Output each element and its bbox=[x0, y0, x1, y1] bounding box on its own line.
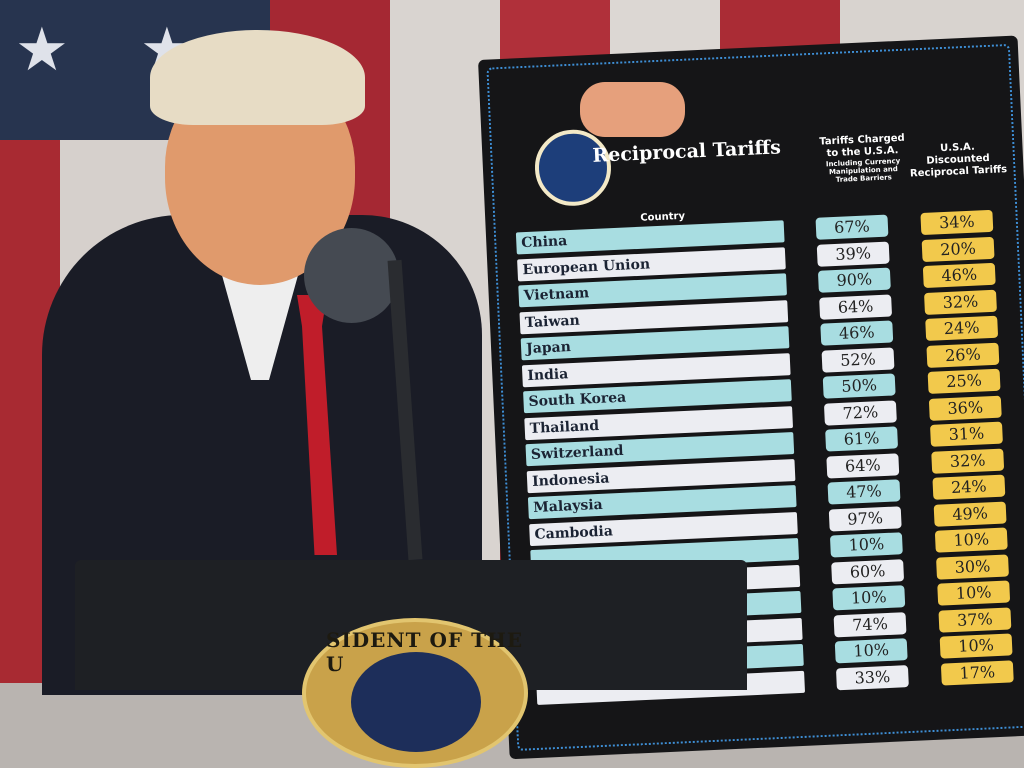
tariff-charged: 52% bbox=[821, 346, 895, 373]
tariff-discounted: 46% bbox=[922, 262, 996, 289]
header-country: Country bbox=[640, 210, 686, 224]
tariff-charged: 67% bbox=[815, 214, 889, 240]
seal-center bbox=[351, 652, 481, 752]
header-tariffs-charged: Tariffs Charged to the U.S.A. Including … bbox=[817, 133, 909, 185]
tariff-charged: 10% bbox=[834, 638, 908, 664]
speaker-hair bbox=[150, 30, 365, 125]
tariff-discounted: 10% bbox=[937, 580, 1011, 606]
table-row: Japan 46% 24% bbox=[520, 315, 999, 362]
header-text: Tariffs Charged to the U.S.A. bbox=[819, 132, 905, 160]
tariff-charged: 64% bbox=[819, 294, 893, 320]
tariff-discounted: 17% bbox=[940, 659, 1014, 686]
tariff-discounted: 49% bbox=[933, 501, 1007, 527]
tariff-charged: 64% bbox=[826, 452, 900, 479]
header-discounted: U.S.A. Discounted Reciprocal Tariffs bbox=[909, 141, 1008, 180]
tariff-discounted: 32% bbox=[931, 448, 1005, 474]
tariff-charged: 33% bbox=[835, 664, 909, 690]
header-note: Including Currency Manipulation and Trad… bbox=[825, 156, 901, 184]
tariff-discounted: 25% bbox=[927, 368, 1001, 394]
tariff-charged: 72% bbox=[823, 399, 897, 426]
tariff-discounted: 10% bbox=[934, 527, 1008, 553]
star-icon: ★ bbox=[15, 15, 69, 85]
tariff-charged: 47% bbox=[827, 479, 901, 505]
tariff-charged: 97% bbox=[828, 505, 902, 532]
tariff-discounted: 24% bbox=[932, 474, 1006, 500]
tariff-charged: 46% bbox=[820, 320, 894, 346]
table-row: Cambodia 97% 49% bbox=[529, 501, 1007, 548]
speaker-hand bbox=[580, 82, 685, 137]
table-row: Vietnam 90% 46% bbox=[518, 262, 996, 309]
tariff-charged: 50% bbox=[822, 373, 896, 399]
table-row: European Union 39% 20% bbox=[517, 236, 995, 283]
table-row: Thailand 72% 36% bbox=[524, 395, 1002, 442]
podium-seal-text: SIDENT OF THE U bbox=[326, 628, 524, 676]
table-row: Taiwan 64% 32% bbox=[519, 289, 997, 336]
table-row: China 67% 34% bbox=[515, 209, 994, 256]
microphone bbox=[304, 228, 399, 323]
tariff-discounted: 36% bbox=[928, 395, 1002, 421]
tariff-charged: 90% bbox=[817, 267, 891, 293]
table-row: India 52% 26% bbox=[521, 342, 1000, 389]
table-row: South Korea 50% 25% bbox=[523, 368, 1001, 415]
tariff-discounted: 26% bbox=[926, 342, 1000, 368]
table-row: Indonesia 64% 32% bbox=[526, 448, 1005, 495]
table-row: Malaysia 47% 24% bbox=[527, 474, 1006, 521]
tariff-discounted: 10% bbox=[939, 633, 1013, 659]
tariff-charged: 61% bbox=[825, 426, 899, 452]
tariff-discounted: 34% bbox=[920, 209, 994, 236]
tariff-charged: 74% bbox=[833, 611, 907, 637]
table-row: Switzerland 61% 31% bbox=[525, 421, 1003, 468]
tariff-discounted: 30% bbox=[936, 553, 1009, 580]
tariff-charged: 60% bbox=[831, 558, 905, 584]
tariff-discounted: 32% bbox=[924, 289, 997, 315]
tariff-discounted: 20% bbox=[921, 236, 995, 262]
tariff-charged: 10% bbox=[832, 585, 906, 611]
tariff-discounted: 24% bbox=[925, 315, 999, 341]
tariff-discounted: 37% bbox=[938, 606, 1012, 633]
tariff-charged: 39% bbox=[816, 241, 890, 267]
tariff-discounted: 31% bbox=[930, 421, 1003, 447]
tariff-charged: 10% bbox=[829, 532, 903, 558]
podium-seal: SIDENT OF THE U bbox=[302, 618, 528, 768]
